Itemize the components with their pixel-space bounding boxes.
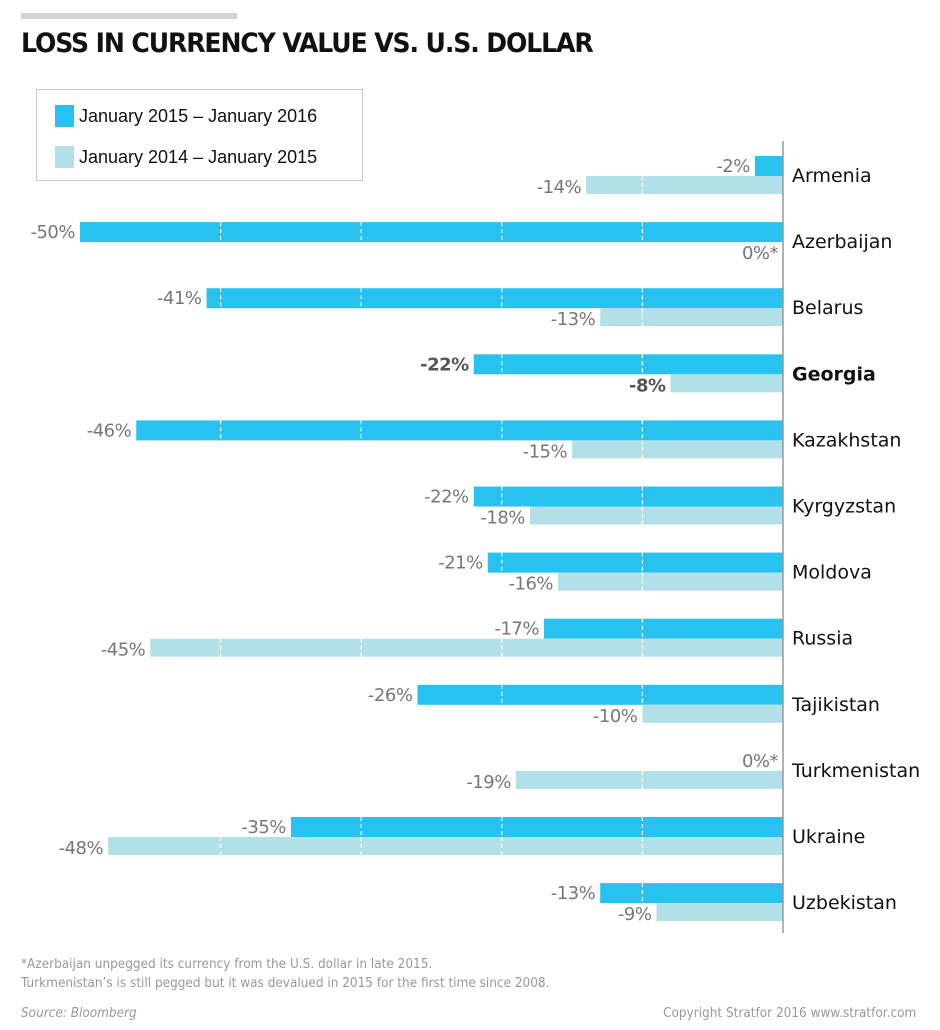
category-label-belarus: Belarus (792, 297, 863, 319)
value-label-2015-kazakhstan: -15% (523, 441, 568, 462)
bar-2015-georgia (670, 374, 783, 393)
bar-2016-uzbekistan (600, 883, 783, 904)
category-label-georgia: Georgia (792, 363, 876, 385)
bar-2016-azerbaijan (80, 222, 783, 243)
value-labels: -2% -14% -50% 0%* -41% -13% -22% -8% -46% -15% -22… (30, 156, 779, 925)
bar-2015-turkmenistan (515, 770, 783, 789)
value-label-2016-ukraine: -35% (241, 817, 286, 838)
category-labels: Armenia Azerbaijan Belarus Georgia Kazakhsta… (791, 165, 920, 914)
bar-2016-kyrgyzstan (473, 486, 783, 507)
category-label-ukraine: Ukraine (792, 826, 865, 848)
value-label-2016-turkmenistan: 0%* (742, 751, 779, 772)
legend: January 2015 – January 2016 January 2014… (36, 89, 363, 181)
decorative-top-bar (21, 13, 237, 19)
value-label-2015-moldova: -16% (509, 574, 554, 595)
category-label-tajikistan: Tajikistan (791, 694, 880, 716)
legend-swatch-2016 (55, 105, 74, 127)
value-label-2016-georgia: -22% (420, 354, 469, 375)
value-label-2016-moldova: -21% (438, 553, 483, 574)
bars (80, 156, 784, 922)
category-label-turkmenistan: Turkmenistan (791, 760, 920, 782)
footnote-azerbaijan: *Azerbaijan unpegged its currency from t… (21, 957, 433, 972)
value-label-2016-kyrgyzstan: -22% (424, 487, 469, 508)
value-label-2015-armenia: -14% (537, 177, 582, 198)
value-label-2015-ukraine: -48% (59, 838, 104, 859)
category-label-uzbekistan: Uzbekistan (792, 892, 897, 914)
bar-2016-ukraine (290, 817, 783, 837)
value-label-2015-kyrgyzstan: -18% (480, 508, 525, 529)
category-label-russia: Russia (792, 628, 853, 650)
footnote-turkmenistan: Turkmenistan’s is still pegged but it wa… (21, 976, 550, 991)
bar-2015-kyrgyzstan (529, 506, 783, 525)
bar-2016-belarus (206, 288, 784, 309)
value-label-2015-turkmenistan: -19% (466, 772, 511, 793)
legend-item-2015: January 2014 – January 2015 (55, 146, 317, 168)
value-label-2016-belarus: -41% (157, 288, 202, 309)
value-label-2015-tajikistan: -10% (593, 706, 638, 727)
bar-2015-russia (150, 638, 784, 657)
value-label-2016-tajikistan: -26% (368, 685, 413, 706)
legend-label-2016: January 2015 – January 2016 (79, 105, 318, 126)
value-label-2015-georgia: -8% (629, 375, 666, 396)
bar-2015-uzbekistan (656, 903, 783, 922)
copyright-label: Copyright Stratfor 2016 www.stratfor.com (662, 1006, 916, 1021)
value-label-2015-uzbekistan: -9% (618, 904, 652, 925)
bar-2016-kazakhstan (136, 420, 784, 441)
value-label-2016-russia: -17% (494, 619, 539, 640)
value-label-2015-russia: -45% (101, 640, 146, 661)
category-label-kyrgyzstan: Kyrgyzstan (792, 496, 896, 518)
value-label-2016-armenia: -2% (716, 156, 750, 177)
value-label-2015-belarus: -13% (551, 309, 596, 330)
legend-item-2016: January 2015 – January 2016 (55, 105, 317, 127)
bar-2015-ukraine (108, 837, 784, 855)
category-label-armenia: Armenia (792, 165, 872, 187)
bar-2016-armenia (754, 156, 783, 176)
bar-2016-georgia (473, 354, 783, 375)
category-label-kazakhstan: Kazakhstan (792, 429, 901, 451)
source-label: Source: Bloomberg (21, 1006, 137, 1021)
legend-label-2015: January 2014 – January 2015 (79, 146, 318, 167)
chart-title: LOSS IN CURRENCY VALUE VS. U.S. DOLLAR (21, 28, 594, 59)
value-label-2016-kazakhstan: -46% (87, 420, 132, 441)
value-label-2016-uzbekistan: -13% (551, 883, 596, 904)
category-label-azerbaijan: Azerbaijan (792, 231, 892, 253)
bar-2015-belarus (600, 308, 783, 327)
value-label-2016-azerbaijan: -50% (30, 222, 75, 243)
bar-2016-moldova (487, 552, 783, 573)
value-label-2015-azerbaijan: 0%* (742, 243, 779, 264)
bar-2015-moldova (558, 572, 783, 591)
bar-2016-tajikistan (417, 684, 783, 705)
category-label-moldova: Moldova (792, 562, 872, 584)
bar-2016-russia (543, 618, 783, 639)
bar-2015-armenia (586, 176, 783, 194)
legend-swatch-2015 (55, 146, 74, 168)
bar-2015-kazakhstan (572, 440, 783, 459)
bar-2015-tajikistan (642, 704, 783, 723)
